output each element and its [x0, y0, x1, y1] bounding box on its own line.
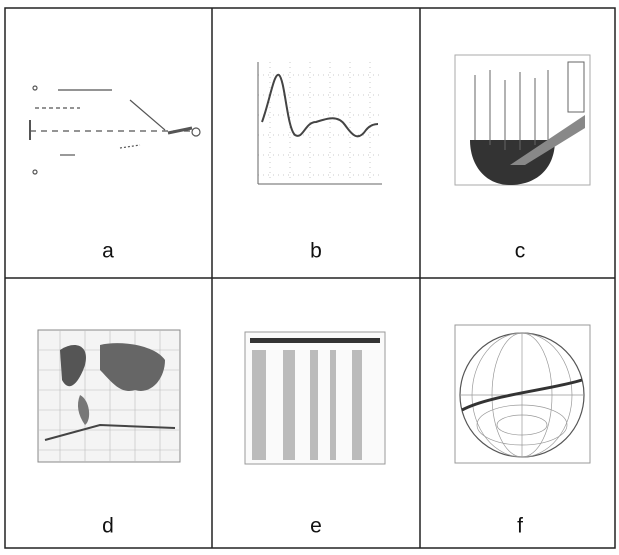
panel-label: e	[310, 515, 322, 538]
panel-e-image	[245, 332, 385, 464]
figure-grid: a b c d e f	[0, 0, 619, 555]
panel-label: f	[517, 515, 523, 538]
panel-d-image	[38, 330, 180, 462]
panel-label: b	[310, 240, 322, 263]
panel-label: c	[515, 240, 526, 263]
panel-label: a	[102, 240, 114, 263]
panel-label: d	[102, 515, 114, 538]
